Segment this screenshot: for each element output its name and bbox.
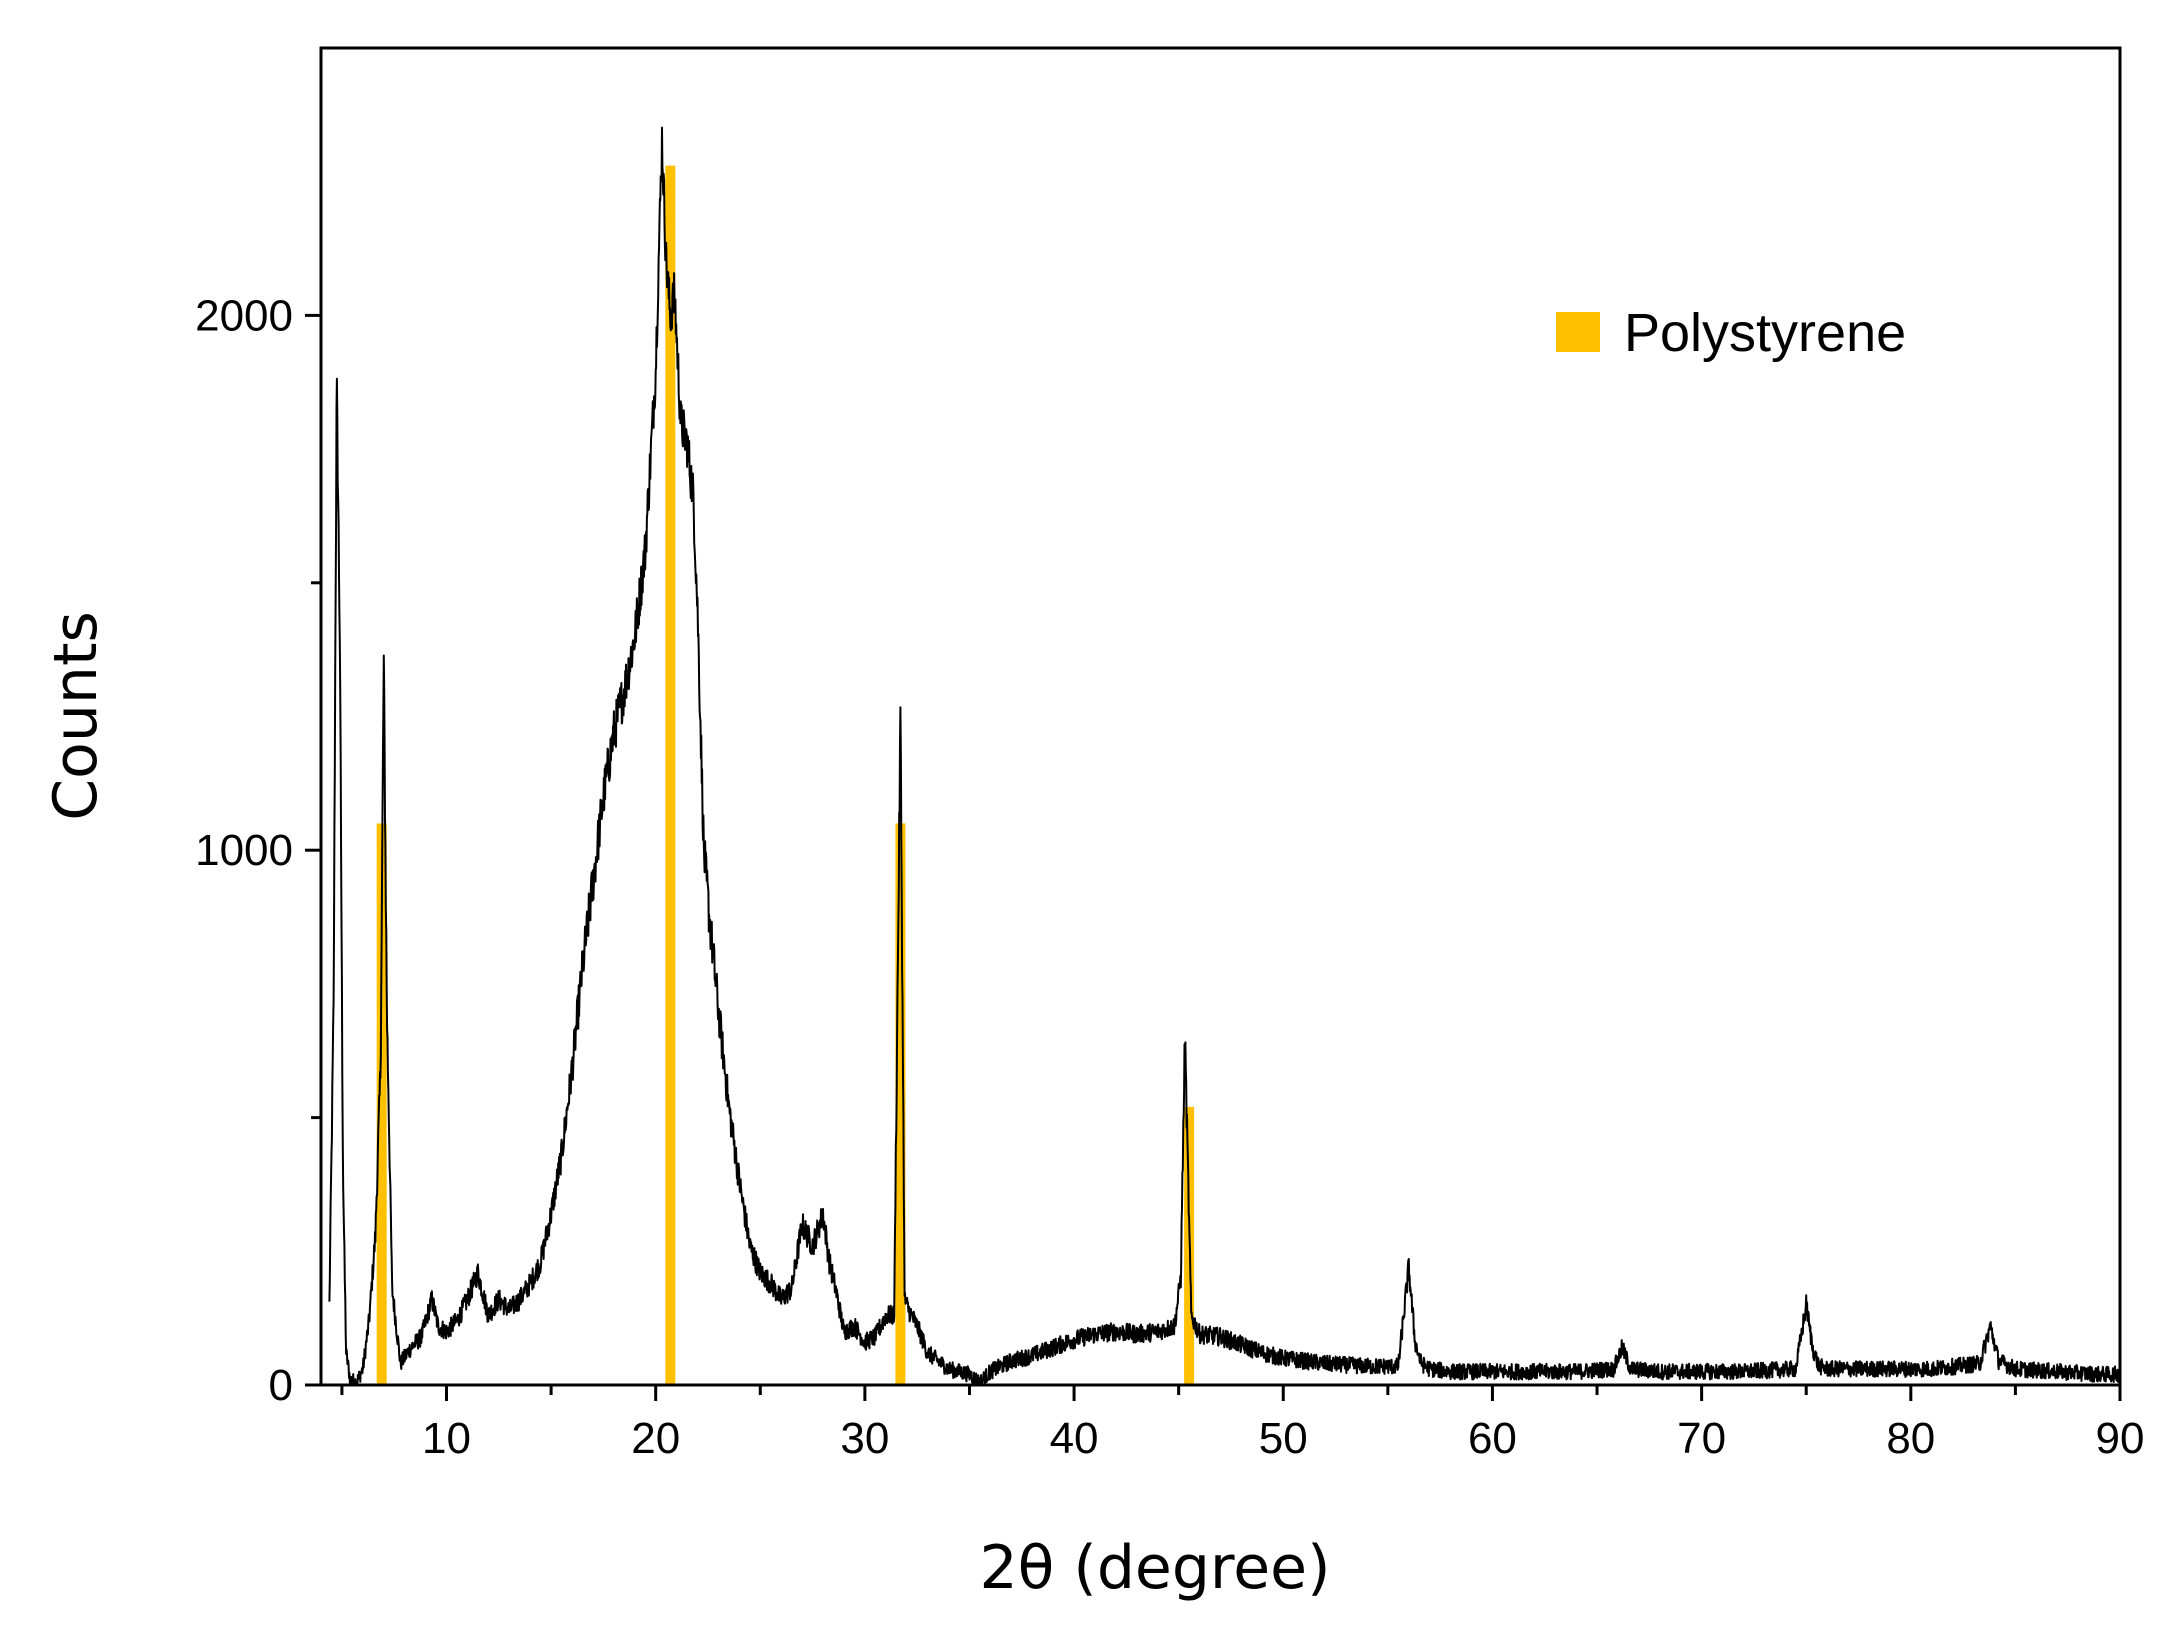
legend-swatch-polystyrene bbox=[1556, 312, 1600, 352]
legend: Polystyrene bbox=[1556, 303, 1906, 363]
x-tick-label: 10 bbox=[422, 1414, 471, 1463]
y-tick-label: 0 bbox=[269, 1361, 293, 1410]
x-tick-label: 60 bbox=[1468, 1414, 1517, 1463]
x-tick-label: 40 bbox=[1050, 1414, 1099, 1463]
y-tick-label: 1000 bbox=[195, 826, 293, 875]
x-tick-label: 80 bbox=[1886, 1414, 1935, 1463]
x-axis-ticks: 10 20 30 40 50 60 70 80 90 bbox=[340, 1385, 2145, 1463]
y-axis-title: Counts bbox=[41, 611, 111, 820]
x-tick-label: 30 bbox=[840, 1414, 889, 1463]
y-axis-ticks: 0 1000 2000 bbox=[195, 291, 321, 1410]
x-tick-label: 20 bbox=[631, 1414, 680, 1463]
y-tick-label: 2000 bbox=[195, 291, 293, 340]
plot-frame bbox=[319, 46, 2122, 1387]
x-tick-label: 50 bbox=[1259, 1414, 1308, 1463]
x-tick-label: 90 bbox=[2096, 1414, 2145, 1463]
x-axis-title: 2θ (degree) bbox=[979, 1533, 1330, 1603]
reference-bar bbox=[895, 823, 906, 1385]
reference-bar bbox=[376, 823, 387, 1385]
polystyrene-reference-bars bbox=[376, 165, 1195, 1385]
reference-bar bbox=[665, 165, 676, 1385]
legend-label-polystyrene: Polystyrene bbox=[1624, 303, 1906, 363]
x-tick-label: 70 bbox=[1677, 1414, 1726, 1463]
xrd-pattern-line bbox=[328, 126, 2121, 1386]
